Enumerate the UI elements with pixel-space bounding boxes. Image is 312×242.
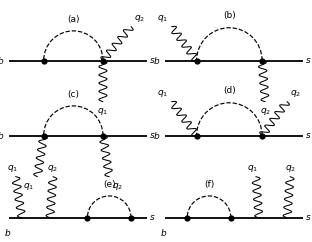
Text: $s$: $s$ — [149, 213, 156, 222]
Text: (c): (c) — [67, 90, 79, 99]
Text: $b$: $b$ — [0, 130, 5, 141]
Text: $s$: $s$ — [305, 56, 312, 65]
Text: $b$: $b$ — [4, 227, 12, 238]
Text: $q_1$: $q_1$ — [97, 106, 109, 117]
Text: $s$: $s$ — [149, 131, 156, 140]
Text: $b$: $b$ — [154, 130, 161, 141]
Text: $s$: $s$ — [305, 131, 312, 140]
Text: $q_1$: $q_1$ — [23, 182, 34, 192]
Text: $q_1$: $q_1$ — [247, 163, 258, 174]
Text: $q_2$: $q_2$ — [134, 13, 145, 24]
Text: $s$: $s$ — [305, 213, 312, 222]
Text: $q_2$: $q_2$ — [285, 163, 296, 174]
Text: (e): (e) — [103, 180, 115, 189]
Text: (a): (a) — [67, 15, 80, 24]
Text: $b$: $b$ — [0, 55, 5, 66]
Text: $q_2$: $q_2$ — [47, 163, 59, 174]
Text: $q_1$: $q_1$ — [157, 88, 168, 99]
Text: $q_1$: $q_1$ — [157, 13, 168, 24]
Text: $s$: $s$ — [149, 56, 156, 65]
Text: (f): (f) — [204, 180, 214, 189]
Text: $b$: $b$ — [160, 227, 168, 238]
Text: $q_2$: $q_2$ — [112, 182, 124, 192]
Text: (b): (b) — [223, 11, 236, 21]
Text: $q_2$: $q_2$ — [260, 106, 271, 117]
Text: (d): (d) — [223, 86, 236, 96]
Text: $q_1$: $q_1$ — [7, 163, 18, 174]
Text: $b$: $b$ — [154, 55, 161, 66]
Text: $q_2$: $q_2$ — [290, 88, 301, 99]
